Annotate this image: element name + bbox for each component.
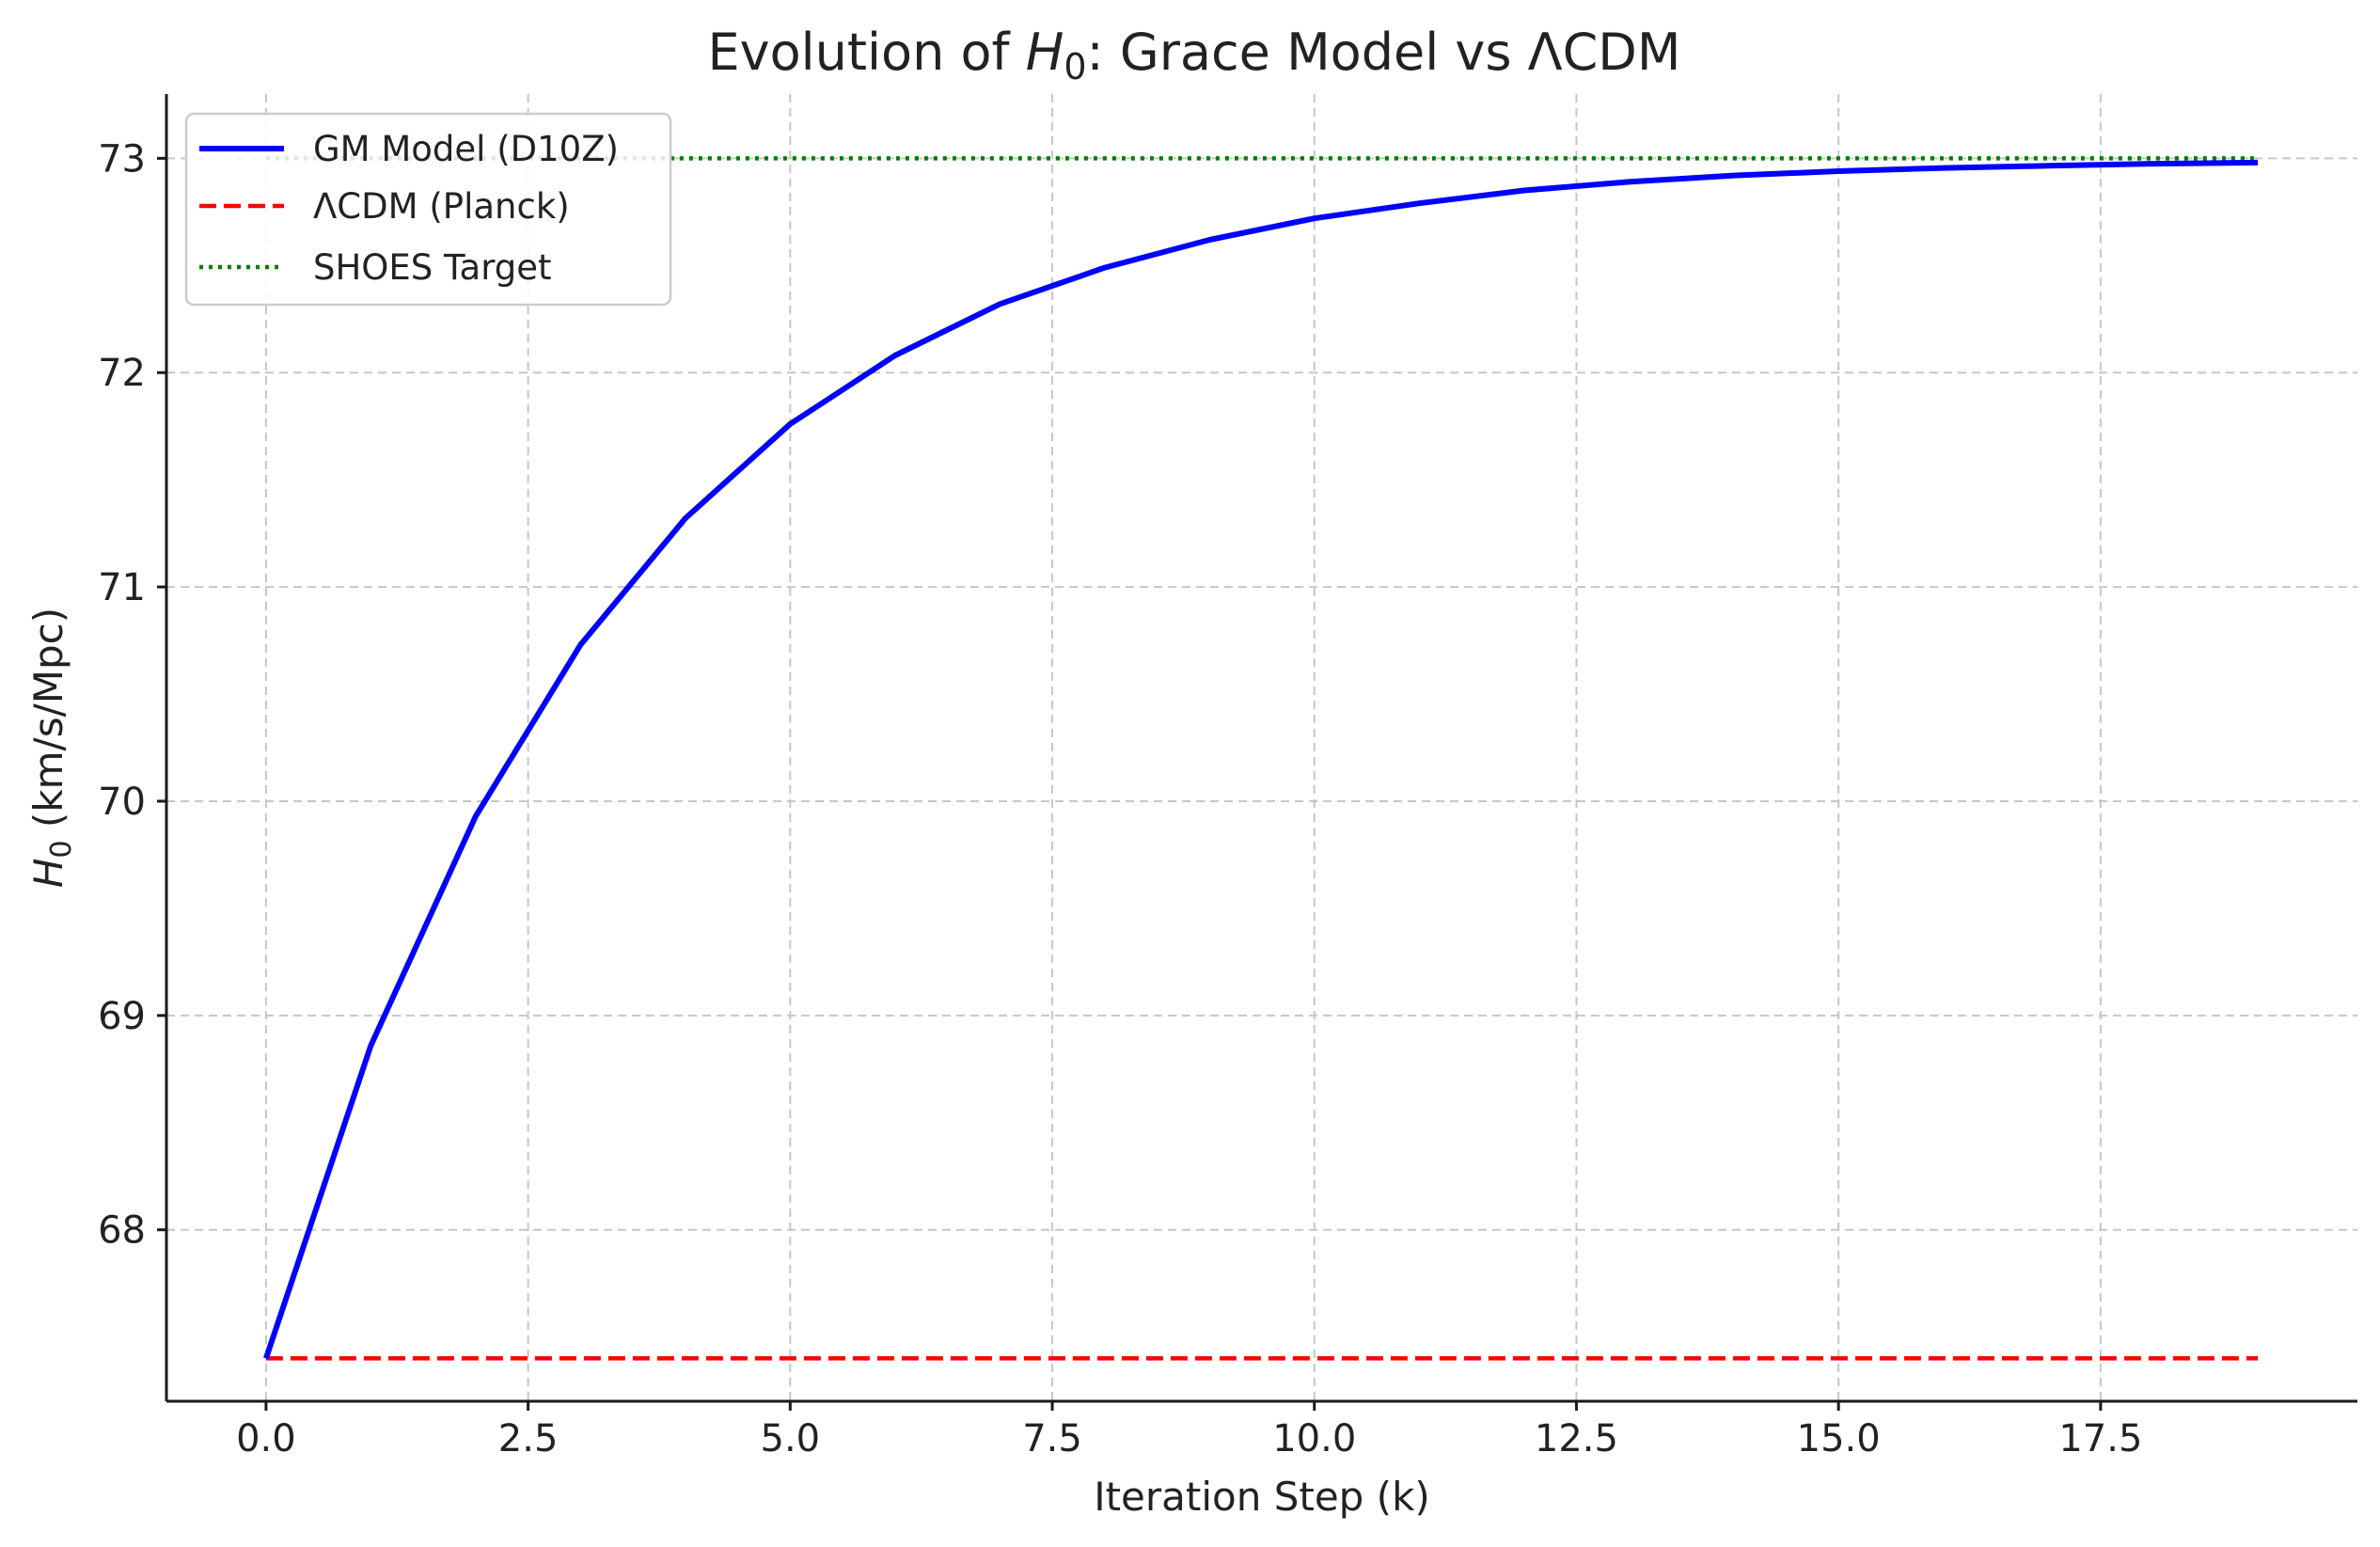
x-tick-label: 12.5 (1535, 1417, 1618, 1460)
axes (165, 94, 2357, 1403)
chart-title: Evolution of H0: Grace Model vs ΛCDM (708, 23, 1681, 87)
y-ticks: 68 69 70 71 72 73 (98, 137, 166, 1253)
y-axis-label: H0 (km/s/Mpc) (25, 608, 78, 888)
y-tick-label: 69 (98, 995, 146, 1038)
legend-entry-lcdm: ΛCDM (Planck) (199, 186, 570, 227)
x-tick-label: 0.0 (236, 1417, 296, 1460)
y-tick-label: 71 (98, 566, 146, 609)
y-tick-label: 72 (98, 352, 146, 395)
x-tick-label: 10.0 (1272, 1417, 1356, 1460)
x-tick-label: 5.0 (761, 1417, 821, 1460)
x-tick-label: 17.5 (2058, 1417, 2142, 1460)
x-tick-label: 7.5 (1022, 1417, 1082, 1460)
y-tick-label: 68 (98, 1209, 146, 1253)
legend-entry-gm-model: GM Model (D10Z) (199, 129, 619, 169)
legend-label-shoes: SHOES Target (313, 247, 552, 288)
y-tick-label: 73 (98, 137, 146, 181)
y-tick-label: 70 (98, 781, 146, 824)
x-tick-label: 15.0 (1797, 1417, 1881, 1460)
series-line-gm-model (263, 159, 2259, 1360)
grid (166, 94, 2357, 1401)
x-axis-label: Iteration Step (k) (1094, 1474, 1430, 1520)
series-layer (263, 156, 2259, 1361)
legend: GM Model (D10Z) ΛCDM (Planck) SHOES Targ… (184, 112, 672, 307)
legend-box (184, 112, 672, 307)
legend-entry-shoes: SHOES Target (199, 247, 552, 288)
legend-label-lcdm: ΛCDM (Planck) (313, 186, 570, 227)
x-tick-label: 2.5 (498, 1417, 559, 1460)
legend-label-gm-model: GM Model (D10Z) (313, 129, 619, 169)
x-ticks: 0.0 2.5 5.0 7.5 10.0 12.5 15.0 17.5 (236, 1401, 2142, 1460)
